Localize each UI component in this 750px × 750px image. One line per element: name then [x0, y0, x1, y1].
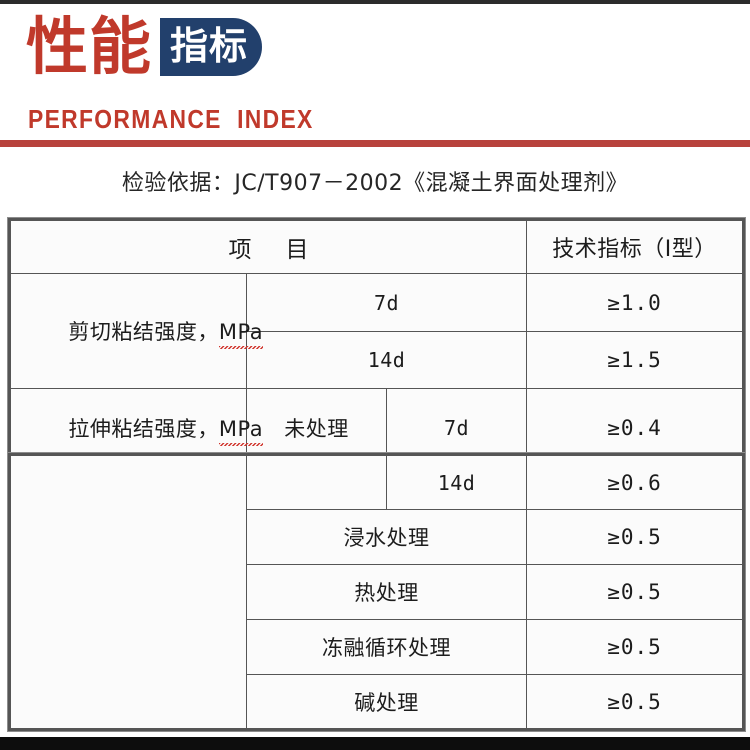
row-condition-heat-treatment: 热处理: [246, 564, 527, 620]
row-property-tensile-unit: MPa: [218, 417, 264, 446]
logo-badge-chinese: 指标: [160, 18, 263, 76]
table-row: 14d ≥1.5: [10, 331, 745, 389]
row-property-shear-text: 剪切粘结强度，: [68, 320, 219, 344]
row-age-14d: 14d: [386, 453, 527, 510]
table-header-row: 项目 技术指标（Ⅰ型）: [8, 218, 745, 274]
logo-english-title: PERFORMANCE INDEX: [28, 104, 314, 134]
table-row: 浸水处理 ≥0.5: [10, 509, 745, 565]
table-row: 14d ≥0.6: [8, 453, 745, 731]
row-spec-value: ≥1.0: [526, 273, 745, 332]
row-spec-value: ≥0.5: [526, 674, 745, 731]
row-spec-value: ≥0.5: [526, 619, 745, 675]
row-property-tensile-text: 拉伸粘结强度，: [68, 417, 219, 441]
column-header-spec: 技术指标（Ⅰ型）: [526, 218, 745, 274]
standard-reference-caption: 检验依据：JC/T907－2002《混凝土界面处理剂》: [121, 171, 629, 196]
row-age-7d: 7d: [246, 273, 527, 332]
top-scan-bar: [0, 0, 750, 4]
row-condition-alkali: 碱处理: [246, 674, 527, 731]
row-condition-freeze-thaw: 冻融循环处理: [246, 619, 527, 675]
row-spec-value: ≥0.6: [526, 453, 745, 510]
row-spec-value: ≥0.5: [526, 564, 745, 620]
page-header: 性能 指标 PERFORMANCE INDEX: [0, 4, 750, 147]
logo-chinese-title: 性能: [26, 10, 153, 83]
table-row: 热处理 ≥0.5: [10, 564, 745, 620]
column-header-item: 项目: [8, 218, 527, 274]
row-property-shear: 剪切粘结强度，MPa: [8, 273, 264, 389]
table-row: 碱处理 ≥0.5: [10, 674, 745, 731]
row-condition-empty: [246, 453, 387, 510]
spec-table-lower: 14d ≥0.6 浸水处理 ≥0.5 热处理 ≥0.5 冻融循环处理 ≥0.5 …: [8, 453, 745, 731]
bottom-scan-bar: [0, 737, 750, 750]
row-property-shear-unit: MPa: [218, 320, 264, 349]
logo-lockup: 性能 指标: [26, 10, 263, 83]
row-condition-water-immersion: 浸水处理: [246, 509, 527, 565]
row-property-tensile-continued: [8, 453, 247, 731]
row-spec-value: ≥0.5: [526, 509, 745, 565]
table-row: 剪切粘结强度，MPa 7d ≥1.0: [8, 273, 745, 389]
row-age-14d: 14d: [246, 331, 527, 389]
header-red-rule: [0, 140, 750, 147]
table-row: 冻融循环处理 ≥0.5: [10, 619, 745, 675]
spec-table-upper: 项目 技术指标（Ⅰ型） 剪切粘结强度，MPa 7d ≥1.0 14d ≥1.5 …: [8, 218, 745, 470]
row-spec-value: ≥1.5: [526, 331, 745, 389]
